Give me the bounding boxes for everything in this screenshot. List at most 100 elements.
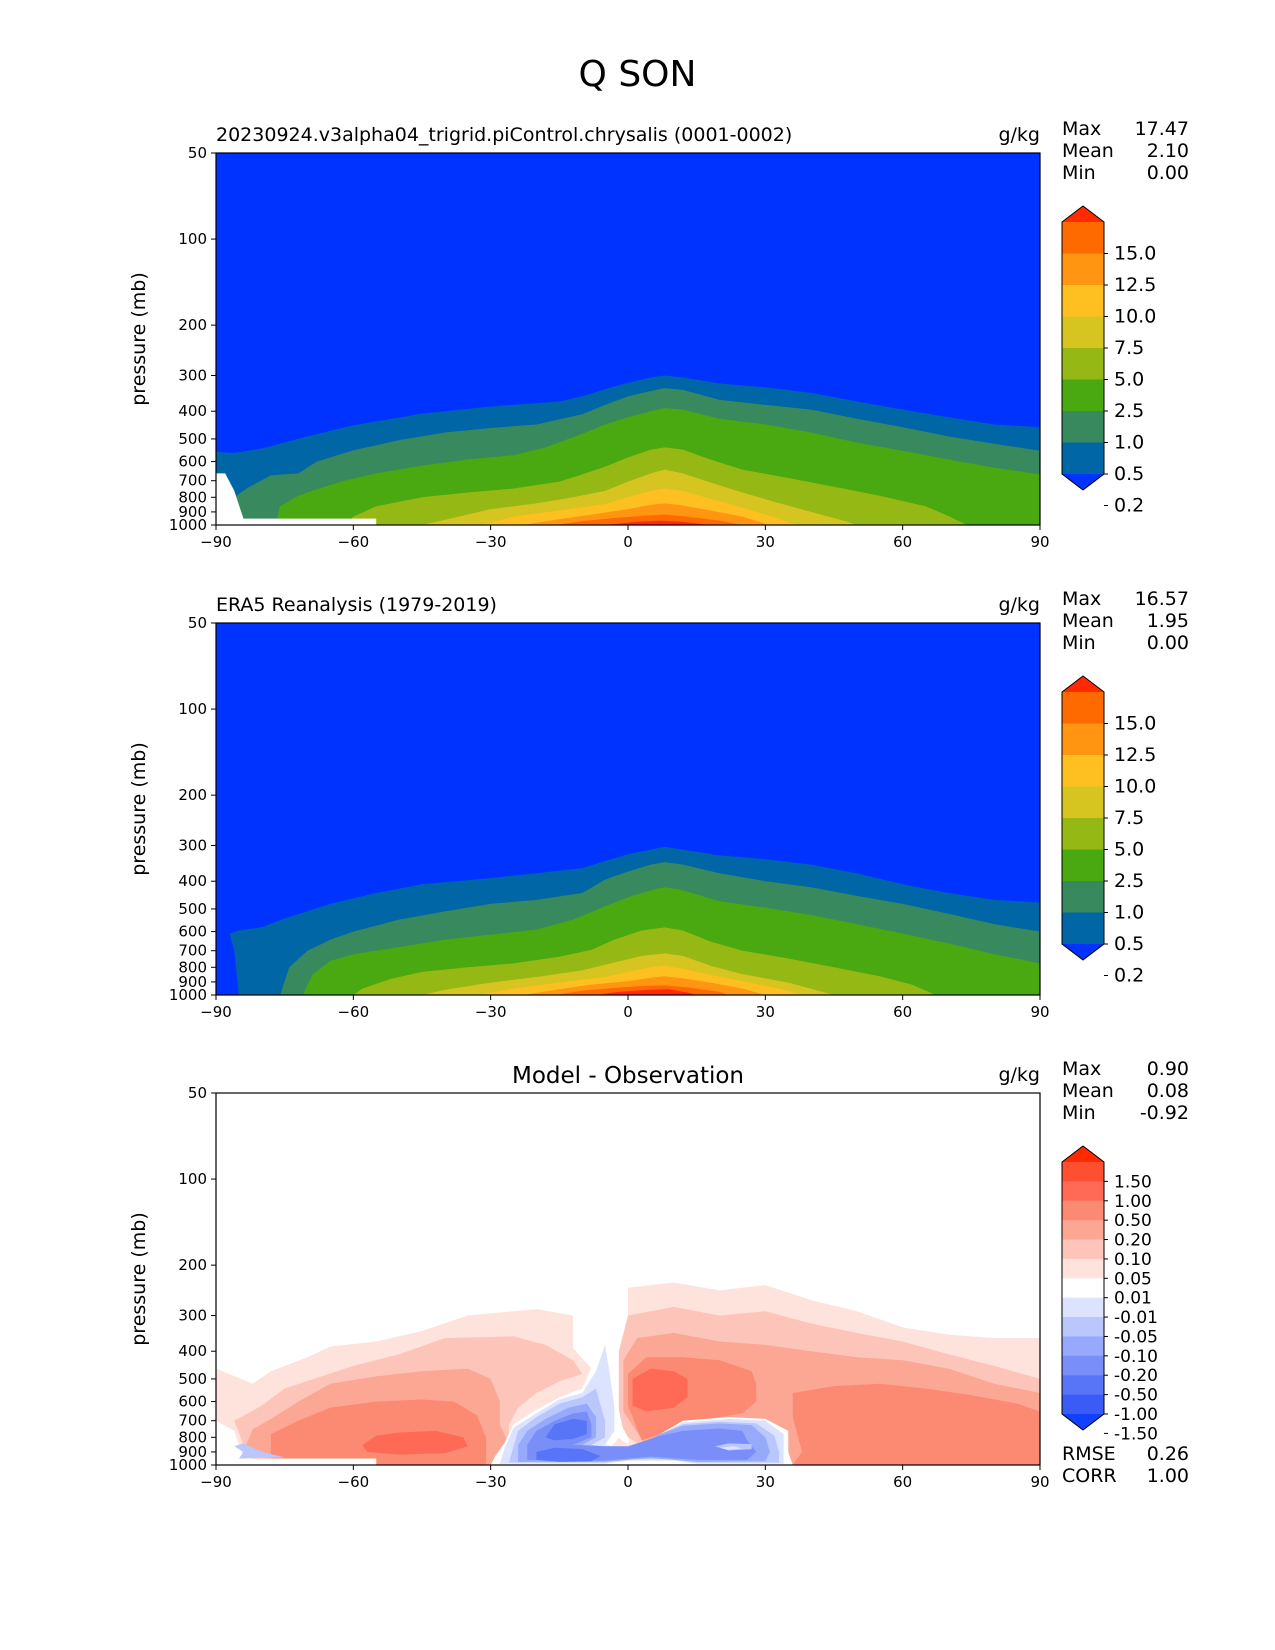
colorbar-swatch	[1062, 755, 1104, 787]
stat-label-min: Min	[1062, 162, 1096, 184]
y-tick-label: 200	[178, 786, 207, 804]
y-tick-label: 700	[178, 472, 207, 490]
colorbar-swatch	[1062, 379, 1104, 412]
colorbar-label: 7.5	[1114, 807, 1144, 829]
y-tick-label: 600	[178, 923, 207, 941]
y-tick-label: 400	[178, 872, 207, 890]
colorbar-label: 12.5	[1114, 274, 1156, 296]
colorbar-label: 0.10	[1114, 1250, 1152, 1270]
colorbar-label: 0.05	[1114, 1269, 1152, 1289]
y-axis-label: pressure (mb)	[128, 742, 150, 876]
x-tick-label: 0	[623, 533, 633, 551]
stat-value-max: 0.90	[1147, 1058, 1189, 1080]
colorbar-label: 1.00	[1114, 1192, 1152, 1212]
colorbar-label: 0.20	[1114, 1231, 1152, 1251]
y-tick-label: 900	[178, 503, 207, 521]
y-tick-label: 300	[178, 366, 207, 384]
colorbar-swatch	[1062, 222, 1104, 254]
y-axis-label: pressure (mb)	[128, 272, 150, 406]
stat-value-min: 0.00	[1147, 162, 1189, 184]
y-tick-label: 700	[178, 1412, 207, 1430]
y-tick-label: 600	[178, 453, 207, 471]
stat-value-mean: 0.08	[1147, 1080, 1189, 1102]
colorbar-label: 12.5	[1114, 744, 1156, 766]
stat-label-mean: Mean	[1062, 610, 1114, 632]
x-tick-label: 30	[756, 1003, 775, 1021]
colorbar-label: 15.0	[1114, 713, 1156, 735]
x-tick-label: 60	[893, 1473, 912, 1491]
difference-region	[234, 1443, 285, 1459]
colorbar-swatch	[1062, 1336, 1104, 1357]
contour-fill-7.5	[216, 488, 1040, 525]
y-tick-label: 300	[178, 1306, 207, 1324]
colorbar-extend-min	[1062, 1414, 1104, 1430]
x-tick-label: 30	[756, 533, 775, 551]
colorbar-label: -0.10	[1114, 1347, 1158, 1367]
colorbar-swatch	[1062, 1278, 1104, 1299]
colorbar-label: -0.20	[1114, 1366, 1158, 1386]
x-tick-label: 90	[1030, 1003, 1049, 1021]
colorbar-label: 10.0	[1114, 306, 1156, 328]
colorbar-label: 0.2	[1114, 965, 1144, 987]
x-tick-label: −60	[338, 533, 370, 551]
colorbar-swatch	[1062, 1375, 1104, 1396]
colorbar-swatch	[1062, 692, 1104, 724]
x-tick-label: 90	[1030, 533, 1049, 551]
stat-label-max: Max	[1062, 118, 1101, 140]
colorbar: 15.0 12.5 10.0 7.5 5.0 2.5 1.0 0.5 0.2	[1061, 675, 1156, 987]
difference-region	[792, 1383, 1040, 1465]
y-tick-label: 100	[178, 700, 207, 718]
units-label: g/kg	[998, 124, 1040, 146]
colorbar-swatch	[1062, 881, 1104, 913]
contour-fill-15	[216, 520, 1040, 525]
y-tick-label: 600	[178, 1393, 207, 1411]
stat-value-min: 0.00	[1147, 632, 1189, 654]
colorbar-extend-min	[1062, 944, 1104, 960]
y-axis-label: pressure (mb)	[128, 1212, 150, 1346]
y-tick-label: 500	[178, 900, 207, 918]
contour-fill-10	[216, 976, 1040, 995]
y-tick-label: 500	[178, 1370, 207, 1388]
panel-title: ERA5 Reanalysis (1979-2019)	[216, 594, 497, 616]
y-tick-label: 1000	[169, 986, 207, 1004]
contour-fill-12.5	[216, 514, 1040, 525]
colorbar-extend-max	[1062, 676, 1104, 692]
units-label: g/kg	[998, 1064, 1040, 1086]
colorbar-swatch	[1062, 818, 1104, 850]
stat-label-min: Min	[1062, 1102, 1096, 1124]
colorbar-label: 7.5	[1114, 337, 1144, 359]
panel-title: Model - Observation	[512, 1063, 744, 1089]
x-tick-label: −60	[338, 1473, 370, 1491]
stat-value-rmse: 0.26	[1147, 1443, 1189, 1465]
colorbar-swatch	[1062, 1394, 1104, 1415]
y-tick-label: 1000	[169, 516, 207, 534]
colorbar-label: 15.0	[1114, 243, 1156, 265]
contour-fill-15	[216, 989, 1040, 995]
colorbar-swatch	[1062, 1317, 1104, 1337]
x-tick-label: 60	[893, 1003, 912, 1021]
contour-fill-10	[216, 503, 1040, 525]
x-tick-label: 90	[1030, 1473, 1049, 1491]
colorbar-swatch	[1062, 1162, 1104, 1182]
colorbar-label: 1.50	[1114, 1172, 1152, 1192]
x-tick-label: 30	[756, 1473, 775, 1491]
colorbar-label: 2.5	[1114, 870, 1144, 892]
y-tick-label: 500	[178, 430, 207, 448]
colorbar-swatch	[1062, 1297, 1104, 1318]
y-tick-label: 800	[178, 958, 207, 976]
colorbar-label: -0.01	[1114, 1308, 1158, 1328]
colorbar-extend-min	[1062, 474, 1104, 490]
stat-label-corr: CORR	[1062, 1465, 1117, 1487]
stat-value-mean: 1.95	[1147, 610, 1189, 632]
contour-fill-7.5	[216, 965, 1040, 995]
colorbar-label: -1.00	[1114, 1405, 1158, 1425]
difference-region	[545, 1418, 587, 1441]
y-tick-label: 900	[178, 1443, 207, 1461]
colorbar-label: 1.0	[1114, 432, 1144, 454]
y-tick-label: 1000	[169, 1456, 207, 1474]
plot-area	[216, 1093, 1040, 1465]
colorbar-label: 0.2	[1114, 495, 1144, 517]
x-tick-label: −60	[338, 1003, 370, 1021]
